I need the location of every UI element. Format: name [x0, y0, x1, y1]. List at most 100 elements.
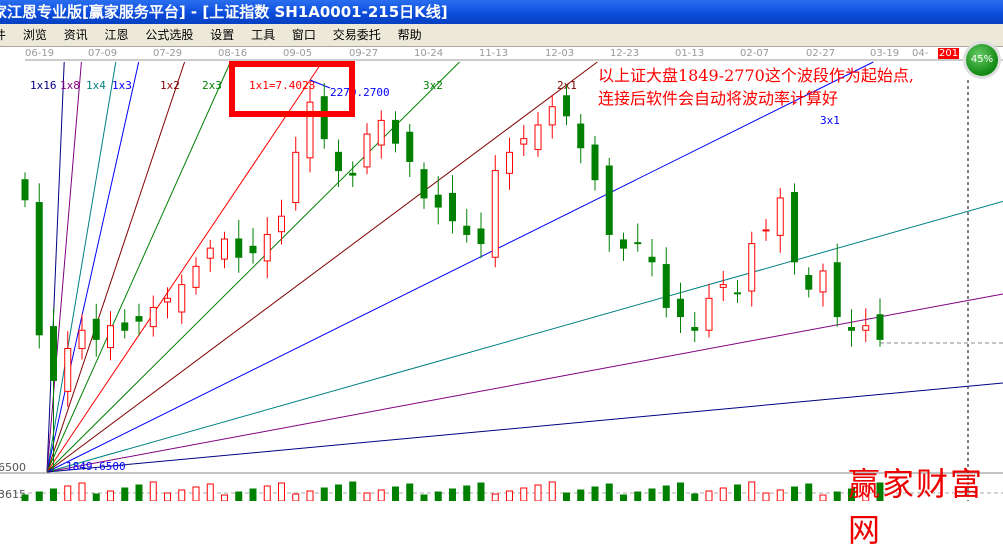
gann-line-2x3 [46, 61, 231, 473]
gann-line-1x8 [46, 61, 82, 473]
candle [178, 274, 186, 324]
volume-bar [876, 482, 884, 501]
candle-body [819, 270, 827, 293]
candle-body [192, 265, 200, 288]
candle [848, 309, 855, 347]
candle-body [506, 151, 513, 174]
volume-bar [705, 490, 713, 501]
candle [349, 161, 357, 188]
volume-bar [78, 482, 86, 501]
volume-bar [449, 488, 456, 501]
candle [78, 313, 86, 360]
candle-body [107, 325, 114, 349]
candle-body [691, 327, 699, 331]
candle [206, 239, 214, 272]
candle [662, 247, 670, 318]
date-tick-label: 03-19 [870, 48, 899, 59]
candle-body [705, 297, 713, 331]
volume-bar [620, 494, 627, 501]
candle-body [833, 262, 841, 318]
candle [235, 219, 243, 273]
candle [705, 283, 713, 338]
candle-body [491, 170, 499, 258]
menu-settings[interactable]: 设置 [210, 28, 235, 42]
menu-news[interactable]: 资讯 [63, 28, 88, 42]
candle [449, 175, 456, 234]
volume-bar [848, 488, 855, 501]
candle [392, 111, 399, 153]
volume-bar [605, 483, 613, 501]
candle-body [121, 322, 129, 331]
candle-body [748, 243, 756, 292]
candle [263, 217, 271, 279]
candle [605, 157, 613, 252]
volume-bar [263, 485, 271, 501]
candle-body [577, 123, 585, 149]
gann-line-1x1 [46, 61, 323, 473]
gann-label: 1x16 [30, 79, 57, 92]
candle [876, 298, 884, 347]
menu-formula[interactable]: 公式选股 [145, 28, 194, 42]
candle [121, 309, 129, 339]
menu-help[interactable]: 帮助 [397, 28, 422, 42]
volume-bar [206, 483, 214, 501]
kline-chart[interactable]: 06-19 07-09 07-29 08-16 09-05 09-27 10-24 11-13… [0, 0, 1003, 501]
volume-bar [563, 492, 570, 501]
menu-trade[interactable]: 交易委托 [332, 28, 381, 42]
volume-bar [819, 494, 827, 501]
candle-body [563, 95, 570, 117]
candle-body [135, 316, 143, 322]
candle-body [477, 228, 485, 245]
candle [335, 139, 342, 188]
gann-line-3x1 [46, 61, 874, 473]
date-tick-label: 02-07 [740, 48, 769, 59]
candle [50, 308, 57, 472]
candle-body [92, 318, 100, 340]
candle-body [805, 275, 813, 290]
candle [221, 231, 228, 269]
candle [434, 176, 442, 225]
volume-bar [734, 484, 741, 501]
volume-bar [121, 487, 129, 501]
candle [420, 162, 428, 209]
candle-body [791, 191, 798, 263]
candle [762, 218, 770, 241]
candle [306, 87, 314, 173]
menu-browse[interactable]: 浏览 [22, 28, 47, 42]
volume-bar [548, 481, 556, 501]
candle-body [876, 314, 884, 340]
gann-line-1x2 [46, 61, 186, 473]
date-tick-label: 10-24 [414, 48, 443, 59]
candle [719, 270, 727, 302]
date-tick-label: 11-13 [479, 48, 508, 59]
gann-line-4x1 [46, 200, 1003, 473]
menu-gann[interactable]: 江恩 [104, 28, 129, 42]
candle [406, 124, 414, 177]
window-title: 家江恩专业版[赢家服务平台] - [上证指数 SH1A0001-215日K线] [0, 3, 448, 21]
annotation-line: 连接后软件会自动将波动率计算好 [598, 89, 839, 108]
date-tick-label: 09-05 [283, 48, 312, 59]
candle [192, 257, 200, 295]
progress-badge[interactable]: 45% [966, 44, 998, 76]
menu-tools[interactable]: 工具 [251, 28, 276, 42]
volume-bar [691, 493, 699, 501]
candle [35, 183, 43, 349]
volume-bar [278, 482, 285, 501]
volume-bar [406, 483, 414, 501]
candle-body [320, 96, 328, 140]
volume-bar [577, 489, 585, 501]
candle-body [349, 172, 357, 176]
menu-window[interactable]: 窗口 [291, 28, 316, 42]
candle [691, 312, 699, 343]
volume-bar [64, 485, 72, 501]
candle [506, 137, 513, 190]
gann-label: 2x3 [202, 79, 222, 92]
volume-bar [363, 492, 371, 501]
candle-body [377, 119, 385, 146]
candle [491, 155, 499, 268]
menu-file[interactable]: 件 [0, 28, 7, 42]
date-tick-label: 04- [912, 48, 929, 59]
candle [92, 303, 100, 357]
gann-label: 1x3 [112, 79, 132, 92]
candle-body [50, 326, 57, 381]
